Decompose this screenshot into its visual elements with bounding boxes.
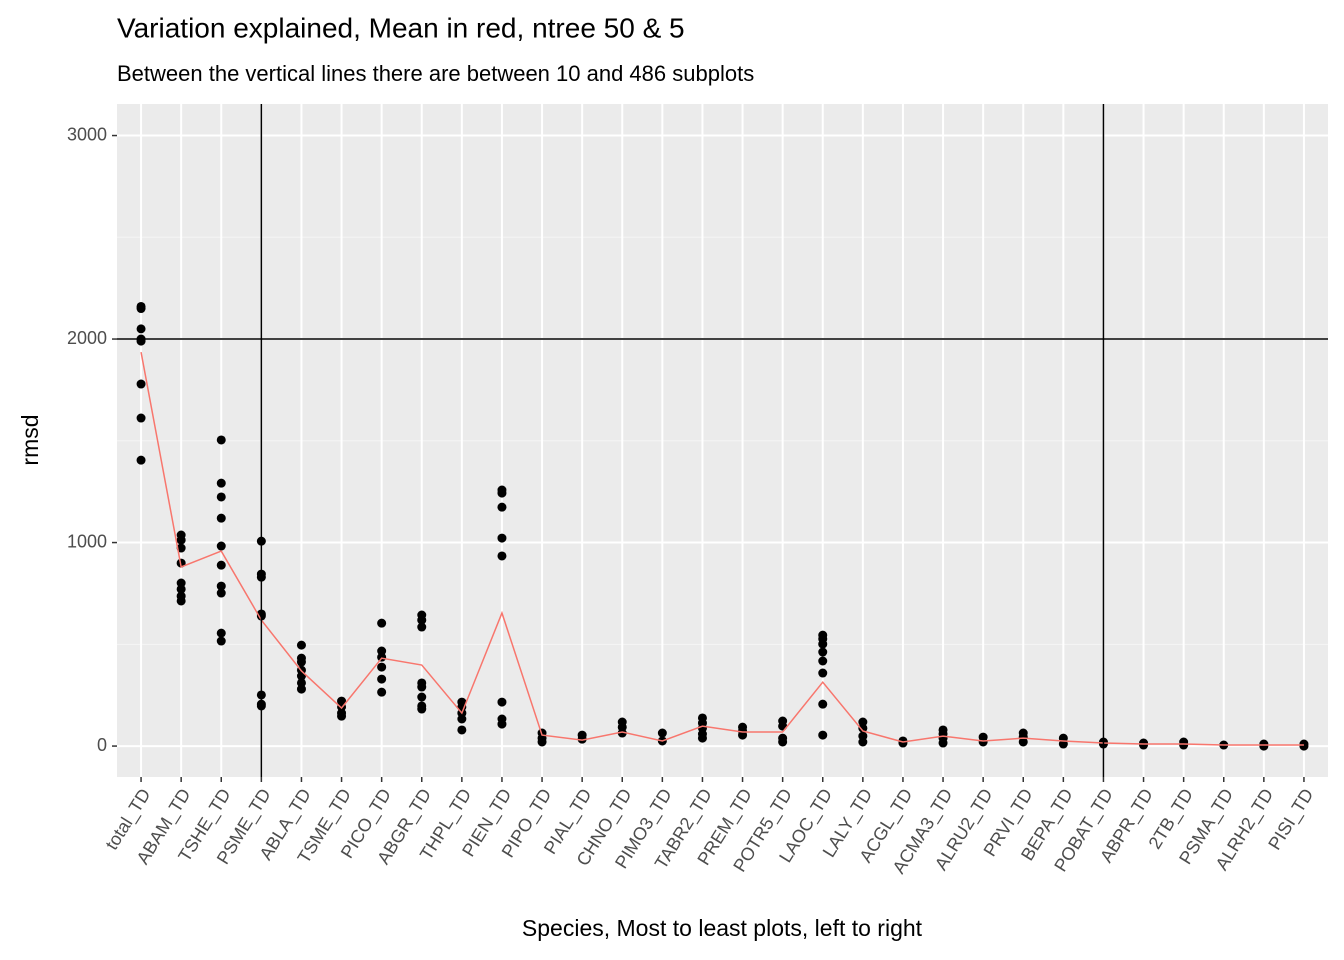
mean-line [140, 351, 1304, 746]
point [377, 662, 387, 672]
point [296, 657, 306, 667]
point [1018, 737, 1028, 747]
point [296, 684, 306, 694]
point [136, 455, 146, 465]
point [738, 730, 748, 740]
x-axis-label: Species, Most to least plots, left to ri… [522, 915, 923, 941]
y-tick-label: 0 [97, 735, 107, 755]
point [417, 682, 427, 692]
point [216, 560, 226, 570]
point [497, 551, 507, 561]
point [417, 704, 427, 714]
point [457, 725, 467, 735]
point [1259, 741, 1269, 751]
point [818, 730, 828, 740]
point [858, 723, 868, 733]
point [818, 668, 828, 678]
point [377, 652, 387, 662]
point [377, 674, 387, 684]
point [457, 714, 467, 724]
point [978, 737, 988, 747]
point [216, 435, 226, 445]
point [577, 734, 587, 744]
point [938, 738, 948, 748]
point [818, 647, 828, 657]
y-tick-label: 1000 [67, 531, 107, 551]
point [176, 584, 186, 594]
y-axis-label: rmsd [17, 414, 43, 465]
point [176, 596, 186, 606]
point [176, 543, 186, 553]
point [216, 588, 226, 598]
chart-subtitle: Between the vertical lines there are bet… [117, 61, 754, 86]
point [176, 535, 186, 545]
point [417, 692, 427, 702]
point [216, 636, 226, 646]
y-tick-label: 3000 [67, 124, 107, 144]
point [136, 413, 146, 423]
point [617, 728, 627, 738]
point [136, 379, 146, 389]
point [377, 687, 387, 697]
point [818, 699, 828, 709]
point [497, 719, 507, 729]
point [778, 737, 788, 747]
point [216, 581, 226, 591]
point [216, 492, 226, 502]
point [497, 697, 507, 707]
point [136, 324, 146, 334]
point [497, 533, 507, 543]
point [1139, 740, 1149, 750]
point [337, 711, 347, 721]
point [818, 639, 828, 649]
point [858, 737, 868, 747]
point [497, 488, 507, 498]
point [1299, 741, 1309, 751]
point [898, 738, 908, 748]
point [216, 478, 226, 488]
point [216, 628, 226, 638]
point [1179, 740, 1189, 750]
point [697, 733, 707, 743]
point [136, 336, 146, 346]
point [216, 541, 226, 551]
point [497, 502, 507, 512]
point [537, 737, 547, 747]
point [657, 728, 667, 738]
point [377, 618, 387, 628]
chart-title: Variation explained, Mean in red, ntree … [117, 12, 685, 43]
point [417, 615, 427, 625]
point [818, 656, 828, 666]
point [417, 622, 427, 632]
point [136, 301, 146, 311]
y-tick-label: 2000 [67, 328, 107, 348]
point [296, 640, 306, 650]
point [216, 513, 226, 523]
